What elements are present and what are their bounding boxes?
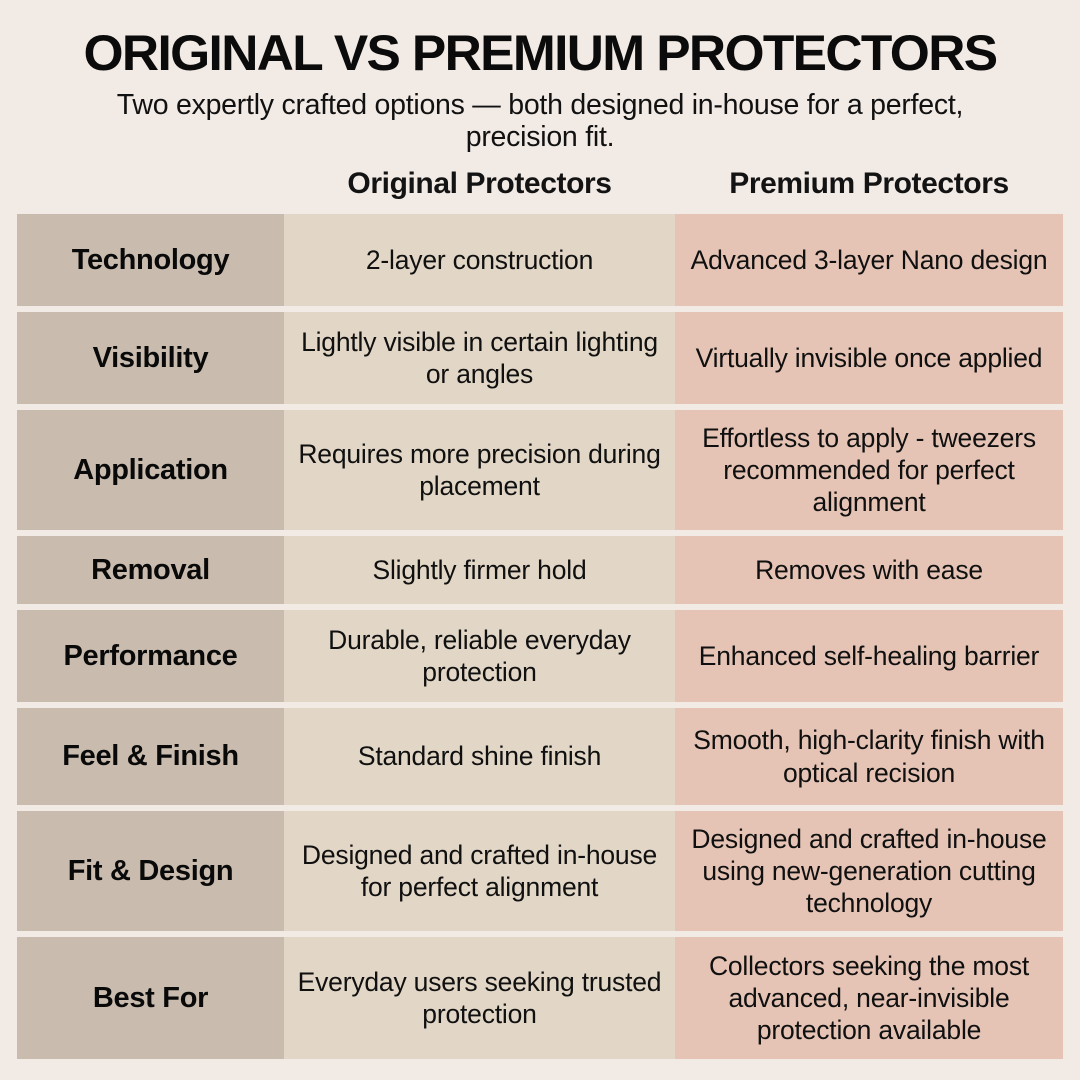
table-row: Technology 2-layer construction Advanced… xyxy=(17,214,1063,306)
column-headers: Original Protectors Premium Protectors xyxy=(0,167,1080,215)
row-label-performance: Performance xyxy=(17,610,284,702)
page-subtitle: Two expertly crafted options — both desi… xyxy=(116,89,964,154)
row-label-feel-and-finish: Feel & Finish xyxy=(17,708,284,805)
row-premium-removal: Removes with ease xyxy=(675,536,1063,604)
row-original-technology: 2-layer construction xyxy=(284,214,675,306)
column-header-original: Original Protectors xyxy=(347,167,612,201)
row-original-application: Requires more precision during placement xyxy=(284,410,675,530)
row-label-fit-and-design: Fit & Design xyxy=(17,811,284,931)
row-label-best-for: Best For xyxy=(17,937,284,1059)
table-row: Fit & Design Designed and crafted in-hou… xyxy=(17,811,1063,931)
row-premium-fit-and-design: Designed and crafted in-house using new-… xyxy=(675,811,1063,931)
table-row: Feel & Finish Standard shine finish Smoo… xyxy=(17,708,1063,805)
row-label-visibility: Visibility xyxy=(17,312,284,404)
header: ORIGINAL VS PREMIUM PROTECTORS Two exper… xyxy=(0,0,1080,154)
row-original-visibility: Lightly visible in certain lighting or a… xyxy=(284,312,675,404)
row-premium-visibility: Virtually invisible once applied xyxy=(675,312,1063,404)
table-row: Removal Slightly firmer hold Removes wit… xyxy=(17,536,1063,604)
row-original-best-for: Everyday users seeking trusted protectio… xyxy=(284,937,675,1059)
table-row: Performance Durable, reliable everyday p… xyxy=(17,610,1063,702)
page-title: ORIGINAL VS PREMIUM PROTECTORS xyxy=(83,25,999,81)
column-header-premium: Premium Protectors xyxy=(729,167,1009,201)
row-label-technology: Technology xyxy=(17,214,284,306)
row-premium-application: Effortless to apply - tweezers recommend… xyxy=(675,410,1063,530)
table-row: Visibility Lightly visible in certain li… xyxy=(17,312,1063,404)
row-premium-technology: Advanced 3-layer Nano design xyxy=(675,214,1063,306)
row-label-removal: Removal xyxy=(17,536,284,604)
row-original-feel-and-finish: Standard shine finish xyxy=(284,708,675,805)
table-row: Application Requires more precision duri… xyxy=(17,410,1063,530)
row-premium-best-for: Collectors seeking the most advanced, ne… xyxy=(675,937,1063,1059)
row-original-fit-and-design: Designed and crafted in-house for perfec… xyxy=(284,811,675,931)
table-row: Best For Everyday users seeking trusted … xyxy=(17,937,1063,1059)
row-original-removal: Slightly firmer hold xyxy=(284,536,675,604)
row-premium-feel-and-finish: Smooth, high-clarity finish with optical… xyxy=(675,708,1063,805)
row-original-performance: Durable, reliable everyday protection xyxy=(284,610,675,702)
comparison-table: Technology 2-layer construction Advanced… xyxy=(17,214,1063,1059)
row-premium-performance: Enhanced self-healing barrier xyxy=(675,610,1063,702)
row-label-application: Application xyxy=(17,410,284,530)
